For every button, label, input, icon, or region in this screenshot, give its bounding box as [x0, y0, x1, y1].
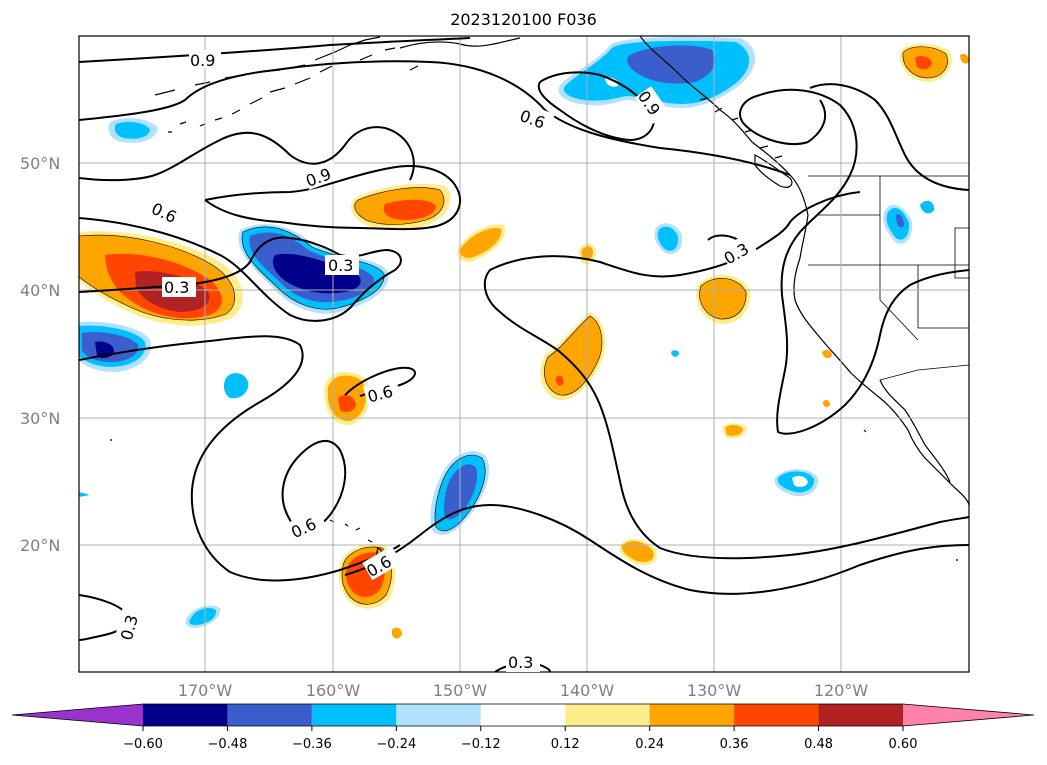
colorbar-segment	[396, 704, 481, 726]
line-contours	[79, 37, 969, 672]
borders	[808, 175, 969, 381]
longitude-labels: 170°W 160°W 150°W 140°W 130°W 120°W	[178, 681, 869, 700]
longitude-label: 160°W	[306, 681, 361, 700]
gridlines	[79, 36, 969, 672]
colorbar-tick-label: 0.60	[889, 737, 918, 752]
map-area	[79, 36, 969, 672]
colorbar: −0.60 −0.48 −0.36 −0.24 −0.12 0.12 0.24 0.36 0.4…	[11, 703, 1035, 752]
colorbar-tick-label: −0.12	[461, 737, 501, 752]
contour-label: 0.9	[190, 51, 215, 70]
longitude-label: 120°W	[814, 681, 869, 700]
colorbar-tick-label: 0.36	[720, 737, 749, 752]
colorbar-tick-label: −0.48	[208, 737, 248, 752]
colorbar-segment	[227, 704, 312, 726]
colorbar-tick-label: 0.12	[551, 737, 580, 752]
colorbar-segment	[143, 704, 228, 726]
colorbar-segment	[903, 704, 1034, 726]
colorbar-tick-label: 0.48	[804, 737, 833, 752]
colorbar-tick-label: 0.24	[635, 737, 664, 752]
colorbar-tick-label: −0.24	[376, 737, 416, 752]
colorbar-segment	[565, 704, 650, 726]
latitude-label: 30°N	[20, 409, 60, 428]
latitude-label: 50°N	[20, 154, 60, 173]
latitude-labels: 50°N 40°N 30°N 20°N	[20, 154, 60, 555]
colorbar-segment	[480, 704, 566, 726]
longitude-label: 130°W	[687, 681, 742, 700]
contour-label: 0.3	[164, 278, 189, 297]
longitude-label: 170°W	[178, 681, 233, 700]
longitude-label: 150°W	[433, 681, 488, 700]
colorbar-segment	[311, 704, 397, 726]
longitude-label: 140°W	[560, 681, 615, 700]
latitude-label: 40°N	[20, 281, 60, 300]
contour-label: 0.3	[328, 256, 353, 275]
colorbar-tick-label: −0.36	[292, 737, 332, 752]
colorbar-segment	[649, 704, 735, 726]
colorbar-tick-label: −0.60	[123, 737, 163, 752]
contour-label: 0.3	[508, 653, 533, 672]
colorbar-segment	[818, 704, 903, 726]
colorbar-segment	[734, 704, 819, 726]
map-title: 2023120100 F036	[450, 10, 597, 29]
colorbar-segment	[12, 704, 143, 726]
latitude-label: 20°N	[20, 536, 60, 555]
